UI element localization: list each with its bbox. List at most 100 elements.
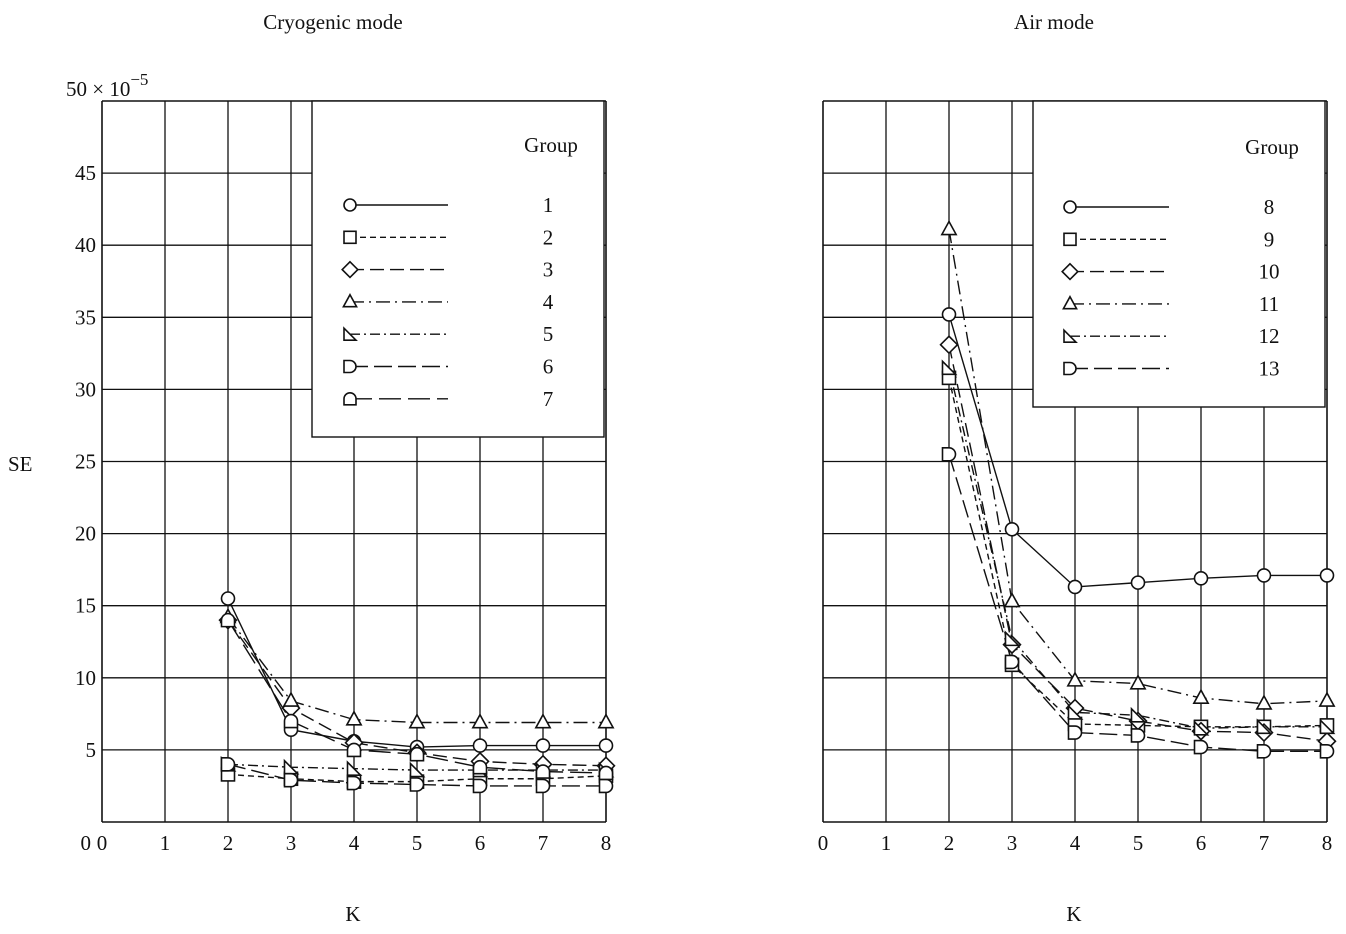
x-tick-label: 6 — [1196, 831, 1207, 855]
data-point-group-7 — [472, 759, 488, 775]
data-point-group-4 — [408, 713, 426, 729]
legend-marker — [1063, 361, 1077, 376]
data-point-group-1 — [472, 738, 488, 753]
y-tick-label: 5 — [86, 738, 97, 762]
data-point-group-13 — [1256, 744, 1272, 759]
data-point-group-6 — [283, 772, 299, 788]
legend-entry-label: 6 — [543, 355, 554, 379]
y-tick-label: 45 — [75, 161, 96, 185]
x-tick-label: 8 — [601, 831, 612, 855]
series-layer — [939, 219, 1337, 759]
legend-entry-label: 12 — [1259, 324, 1280, 348]
x-tick-label: 4 — [349, 831, 360, 855]
series-layer — [218, 591, 616, 794]
x-tick-label: 4 — [1070, 831, 1081, 855]
chart-title: Cryogenic mode — [263, 10, 402, 34]
x-tick-label: 0 — [97, 831, 108, 855]
tick-labels: 0 1 2 3 4 5 6 7 8 — [818, 831, 1333, 855]
legend-entry-label: 9 — [1264, 227, 1275, 251]
legend-entry-label: 5 — [543, 322, 554, 346]
data-point-group-12 — [1256, 718, 1273, 735]
legend: Group 1 2 3 4 5 6 7 — [311, 100, 605, 438]
legend-entry-label: 13 — [1259, 357, 1280, 381]
data-point-group-11 — [1192, 688, 1210, 704]
x-tick-label: 2 — [223, 831, 234, 855]
y-tick-label: 10 — [75, 666, 96, 690]
data-point-group-6 — [409, 777, 425, 792]
legend-entry-label: 1 — [543, 193, 554, 217]
legend-entry-label: 10 — [1259, 260, 1280, 284]
y-tick-label: 35 — [75, 305, 96, 329]
y-axis-label: SE — [8, 452, 33, 476]
x-tick-label: 5 — [412, 831, 423, 855]
data-point-group-7 — [283, 713, 299, 729]
data-point-group-11 — [940, 219, 958, 236]
legend-entry-label: 8 — [1264, 195, 1275, 219]
legend-entry-label: 2 — [543, 225, 554, 249]
legend-marker — [1061, 262, 1079, 281]
data-point-group-8 — [1067, 579, 1083, 595]
legend-marker — [341, 260, 359, 279]
legend-box — [1032, 100, 1326, 408]
legend: Group 8 9 10 11 12 13 — [1032, 100, 1326, 408]
data-point-group-8 — [1004, 521, 1020, 537]
data-point-group-7 — [409, 746, 425, 762]
data-point-group-6 — [535, 778, 551, 794]
x-tick-label: 1 — [881, 831, 892, 855]
y-tick-label: 15 — [75, 594, 96, 618]
data-point-group-6 — [346, 775, 362, 791]
data-point-group-7 — [598, 765, 614, 781]
x-tick-label: 3 — [286, 831, 297, 855]
data-point-group-6 — [598, 778, 614, 794]
chart-cryogenic: Cryogenic mode K 50 × 10−5 0 1 2 3 4 5 6 7 85101… — [66, 10, 616, 926]
legend-marker — [1063, 328, 1078, 344]
x-tick-label: 8 — [1322, 831, 1333, 855]
y-tick-label: 20 — [75, 522, 96, 546]
legend-marker — [1063, 232, 1077, 247]
data-point-group-13 — [1319, 744, 1335, 759]
data-point-group-6 — [472, 778, 488, 794]
data-point-group-11 — [1255, 694, 1273, 710]
data-point-group-6 — [220, 757, 236, 772]
data-point-group-13 — [1004, 654, 1020, 670]
data-point-group-12 — [1193, 719, 1210, 736]
legend-marker — [343, 230, 357, 245]
data-point-group-13 — [1130, 728, 1146, 743]
x-tick-label: 0 — [818, 831, 829, 855]
x-tick-label: 6 — [475, 831, 486, 855]
data-point-group-4 — [471, 713, 489, 729]
y-tick-label: 25 — [75, 450, 96, 474]
x-axis-label: K — [345, 902, 360, 926]
legend-marker — [343, 326, 358, 342]
data-point-group-11 — [1066, 671, 1084, 687]
data-point-group-7 — [346, 742, 362, 758]
data-point-group-1 — [220, 591, 236, 606]
data-point-group-8 — [1193, 571, 1209, 586]
chart-title: Air mode — [1014, 10, 1094, 34]
data-point-group-10 — [939, 335, 959, 355]
data-point-group-8 — [1319, 568, 1335, 583]
data-point-group-5 — [409, 761, 426, 778]
data-point-group-8 — [1256, 568, 1272, 583]
y-tick-label: 40 — [75, 233, 96, 257]
data-point-group-13 — [1067, 725, 1083, 740]
data-point-group-13 — [1193, 739, 1209, 755]
x-tick-label: 7 — [1259, 831, 1270, 855]
data-point-group-4 — [345, 710, 363, 726]
data-point-group-11 — [1129, 674, 1147, 690]
x-tick-label: 2 — [944, 831, 955, 855]
legend-title: Group — [524, 133, 578, 157]
x-tick-label: 5 — [1133, 831, 1144, 855]
data-point-group-4 — [534, 713, 552, 729]
data-point-group-12 — [1067, 703, 1084, 720]
y-unit-label: 50 × 10 — [66, 77, 130, 101]
x-tick-label: 1 — [160, 831, 171, 855]
data-point-group-12 — [1130, 706, 1147, 723]
legend-entry-label: 4 — [543, 290, 554, 314]
data-point-group-4 — [597, 713, 615, 729]
data-point-group-12 — [1004, 630, 1021, 647]
data-point-group-1 — [598, 738, 614, 753]
